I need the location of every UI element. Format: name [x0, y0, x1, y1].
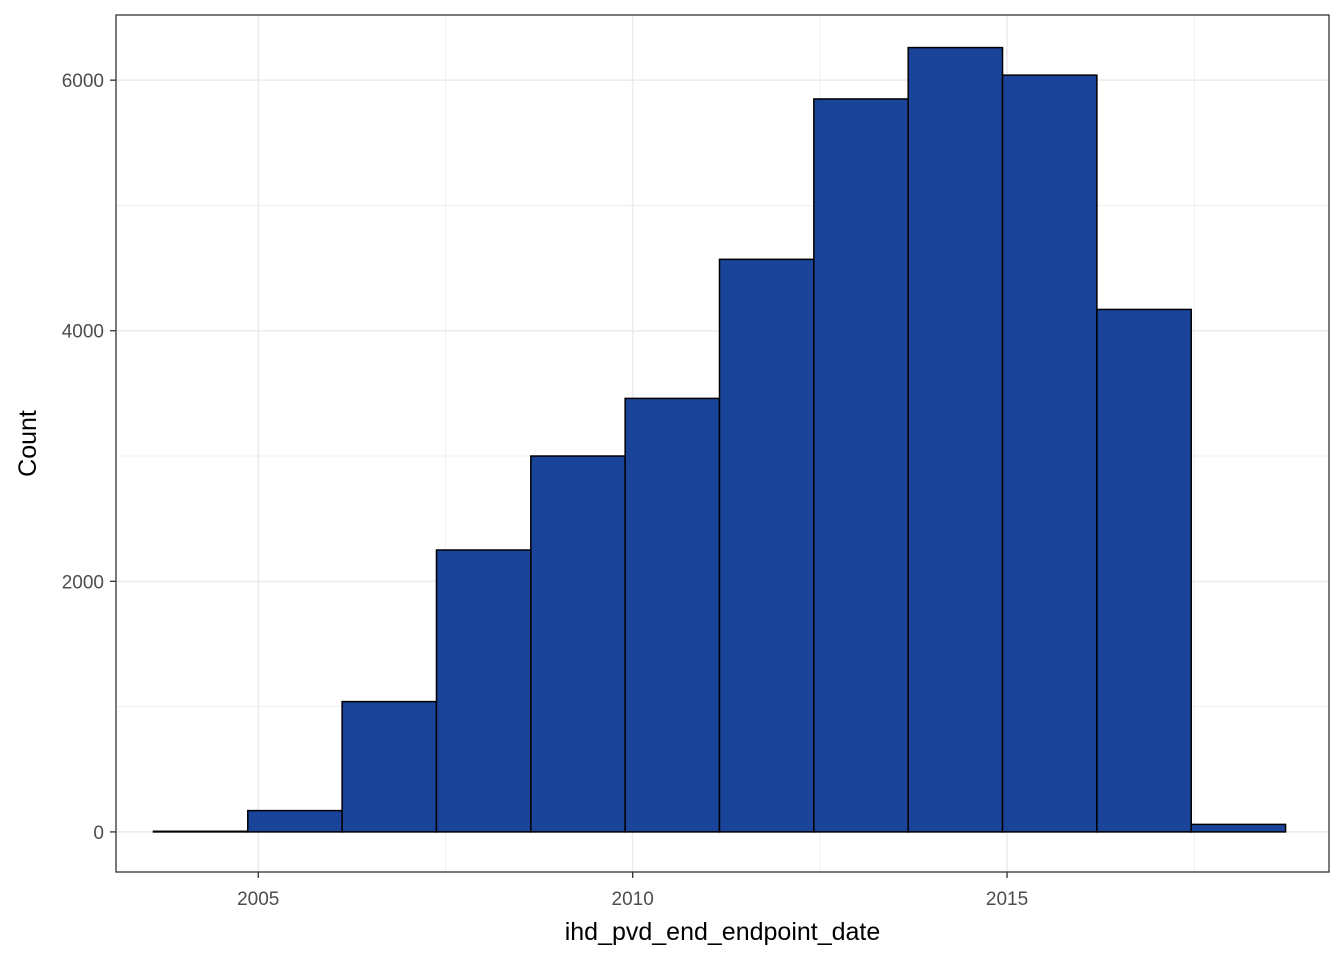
histogram-bar-10 [1096, 308, 1192, 833]
x-tick-label: 2015 [986, 889, 1028, 910]
x-tick-label: 2010 [612, 889, 654, 910]
histogram-bar-0 [152, 830, 249, 833]
y-tick-label: 6000 [62, 71, 104, 92]
histogram-bar-11 [1190, 823, 1287, 833]
histogram-bar-4 [530, 455, 626, 833]
histogram-bar-3 [435, 549, 532, 833]
y-tick-label: 2000 [62, 572, 104, 593]
histogram-bar-8 [907, 46, 1004, 833]
x-axis-title: ihd_pvd_end_endpoint_date [565, 918, 881, 946]
histogram-bar-2 [341, 700, 438, 833]
histogram-bar-5 [624, 397, 721, 833]
y-axis-title: Count [14, 410, 42, 477]
x-axis-ticks: 2005 2010 2015 [237, 872, 1028, 910]
y-tick-label: 0 [93, 823, 104, 844]
histogram-bar-7 [813, 98, 909, 833]
y-axis-ticks: 0 2000 4000 6000 [62, 71, 116, 844]
histogram-bar-6 [718, 258, 815, 833]
histogram-bars [152, 46, 1287, 833]
y-tick-label: 4000 [62, 322, 104, 343]
panel-border [115, 14, 1330, 873]
histogram-bar-9 [1001, 74, 1098, 833]
histogram-bar-1 [247, 809, 343, 833]
x-tick-label: 2005 [237, 889, 279, 910]
